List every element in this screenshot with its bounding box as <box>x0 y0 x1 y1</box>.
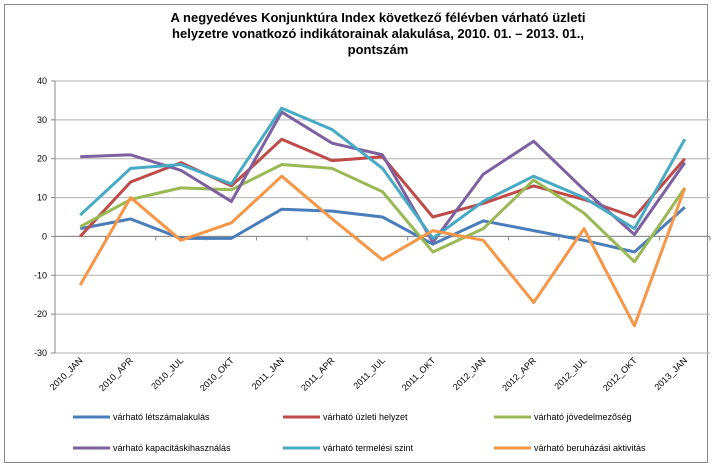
legend-label: várható létszámalakulás <box>113 412 210 422</box>
y-tick-label: 0 <box>42 231 47 241</box>
legend-label: várható termelési szint <box>323 443 414 453</box>
chart-title: pontszám <box>348 42 409 57</box>
series-line <box>79 106 687 240</box>
legend-label: várható üzleti helyzet <box>323 412 408 422</box>
chart-title: helyzetre vonatkozó indikátorainak alaku… <box>172 26 584 41</box>
legend-label: várható jövedelmezőség <box>534 412 632 422</box>
legend-label: várható kapacitáskihasználás <box>113 443 231 453</box>
legend-label: várható beruházási aktivitás <box>534 443 646 453</box>
y-tick-label: 30 <box>37 115 47 125</box>
y-tick-label: 20 <box>37 154 47 164</box>
y-tick-label: 10 <box>37 193 47 203</box>
series-line <box>78 174 687 328</box>
y-tick-label: -20 <box>34 309 47 319</box>
series-line <box>79 163 687 264</box>
chart-title: A negyedéves Konjunktúra Index következő… <box>171 10 586 25</box>
series-line <box>80 110 687 244</box>
y-tick-label: -30 <box>34 348 47 358</box>
y-tick-label: 40 <box>37 76 47 86</box>
y-tick-label: -10 <box>34 270 47 280</box>
